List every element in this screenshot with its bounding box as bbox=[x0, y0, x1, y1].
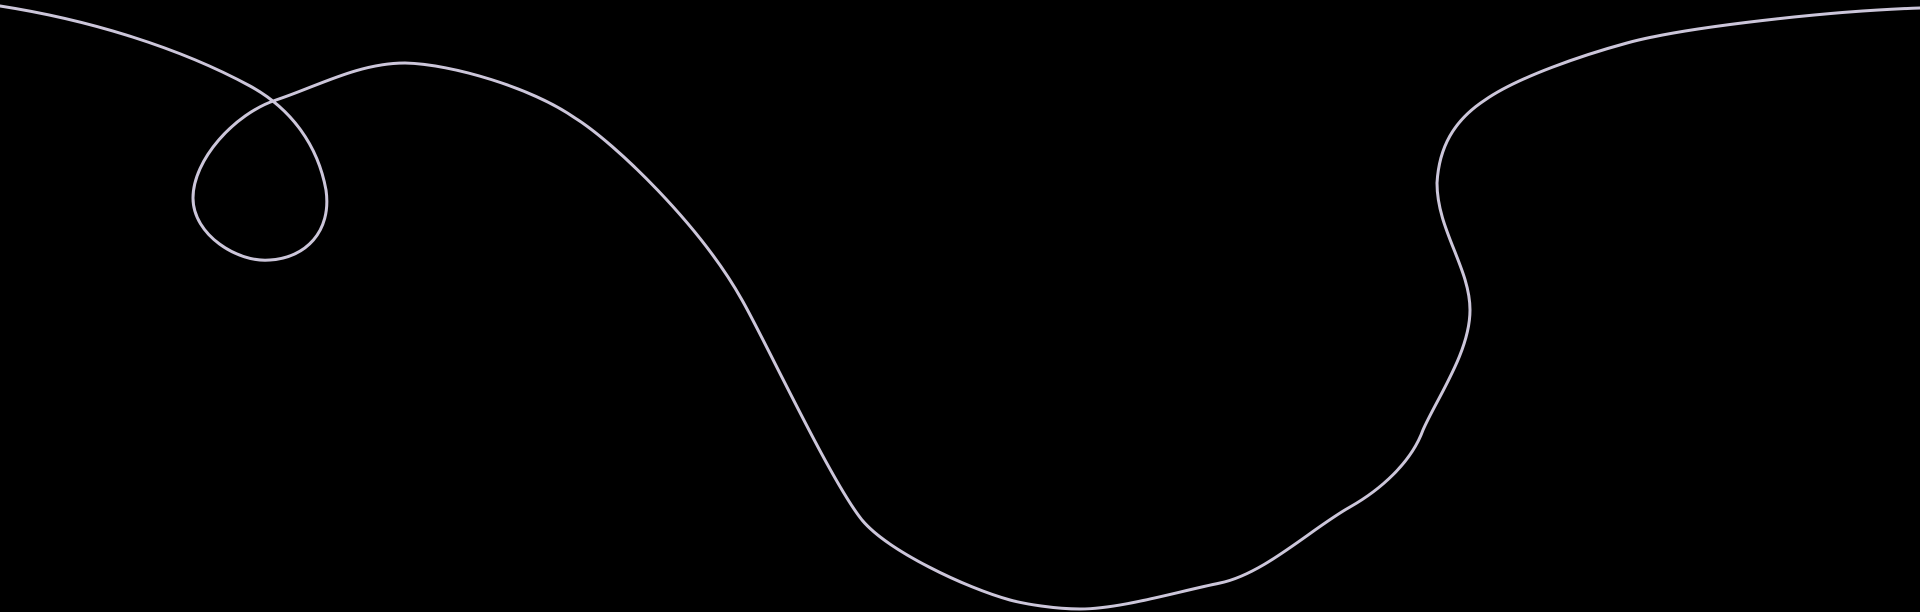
decorative-squiggle-curve bbox=[0, 4, 1920, 611]
